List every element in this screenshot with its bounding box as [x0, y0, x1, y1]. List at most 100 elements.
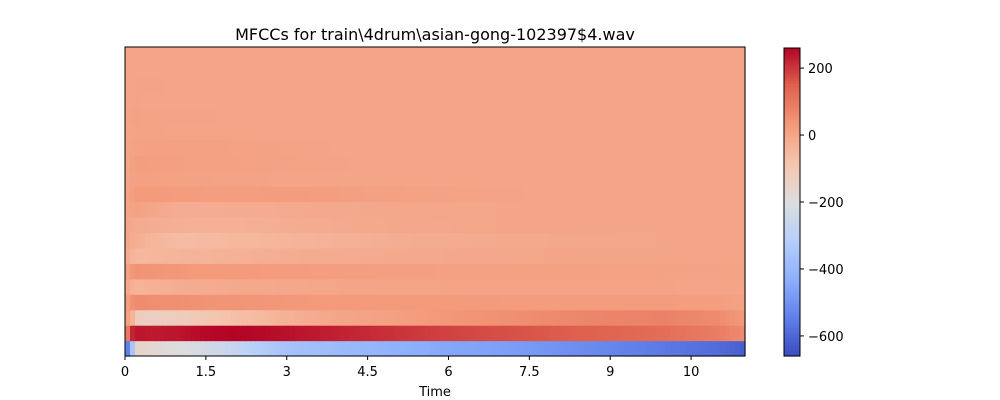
heatmap-cell	[340, 93, 346, 110]
heatmap-cell	[590, 216, 596, 233]
heatmap-cell	[455, 93, 461, 110]
heatmap-cell	[450, 340, 456, 357]
heatmap-cell	[265, 325, 271, 342]
heatmap-cell	[375, 186, 381, 203]
heatmap-cell	[535, 309, 541, 326]
heatmap-cell	[470, 170, 476, 187]
heatmap-cell	[140, 47, 146, 64]
heatmap-cell	[290, 201, 296, 218]
heatmap-cell	[340, 124, 346, 141]
heatmap-cell	[465, 139, 471, 156]
heatmap-cell	[335, 62, 341, 79]
heatmap-cell	[630, 47, 636, 64]
heatmap-cell	[470, 155, 476, 172]
colorbar-segment	[784, 219, 800, 224]
colorbar-segment	[784, 58, 800, 62]
heatmap-cell	[740, 139, 746, 156]
heatmap-cell	[130, 216, 136, 233]
heatmap-cell	[245, 278, 251, 295]
heatmap-cell	[415, 309, 421, 326]
heatmap-cell	[240, 278, 246, 295]
heatmap-cell	[210, 216, 216, 233]
heatmap-cell	[495, 309, 501, 326]
heatmap-cell	[635, 340, 641, 357]
heatmap-cell	[460, 247, 466, 264]
heatmap-cell	[615, 93, 621, 110]
heatmap-cell	[695, 124, 701, 141]
heatmap-cell	[410, 62, 416, 79]
heatmap-cell	[430, 294, 436, 311]
heatmap-cell	[220, 325, 226, 342]
heatmap-cell	[590, 124, 596, 141]
plot-frame	[124, 46, 746, 357]
heatmap-cell	[710, 62, 716, 79]
heatmap-cell	[590, 170, 596, 187]
colorbar-segment	[784, 309, 800, 313]
heatmap-cell	[640, 47, 646, 64]
heatmap-cell	[210, 93, 216, 110]
heatmap-cell	[400, 232, 406, 249]
colorbar-segment	[784, 101, 800, 106]
heatmap-cell	[570, 139, 576, 156]
heatmap-cell	[465, 77, 471, 94]
heatmap-cell	[165, 124, 171, 141]
heatmap-cell	[515, 170, 521, 187]
heatmap-cell	[170, 294, 176, 311]
heatmap-cell	[250, 325, 256, 342]
heatmap-cell	[185, 232, 191, 249]
heatmap-cell	[340, 294, 346, 311]
heatmap-cell	[430, 186, 436, 203]
heatmap-cell	[645, 216, 651, 233]
heatmap-cell	[585, 232, 591, 249]
heatmap-cell	[545, 309, 551, 326]
heatmap-cell	[205, 139, 211, 156]
heatmap-cell	[660, 47, 666, 64]
heatmap-cell	[510, 155, 516, 172]
heatmap-cell	[455, 186, 461, 203]
heatmap-cell	[305, 216, 311, 233]
heatmap-cell	[190, 201, 196, 218]
heatmap-cell	[285, 278, 291, 295]
heatmap-cell	[575, 294, 581, 311]
heatmap-cell	[635, 247, 641, 264]
heatmap-cell	[380, 47, 386, 64]
heatmap-cell	[200, 340, 206, 357]
heatmap-cell	[170, 247, 176, 264]
heatmap-cell	[370, 216, 376, 233]
colorbar-segment	[784, 178, 800, 183]
heatmap-cell	[275, 278, 281, 295]
heatmap-cell	[345, 263, 351, 280]
heatmap-cell	[525, 108, 531, 125]
heatmap-cell	[540, 93, 546, 110]
heatmap-cell	[290, 340, 296, 357]
colorbar-segment	[784, 99, 800, 103]
heatmap-cell	[725, 124, 731, 141]
heatmap-cell	[440, 294, 446, 311]
heatmap-cell	[385, 139, 391, 156]
heatmap-cell	[415, 108, 421, 125]
heatmap-cell	[345, 47, 351, 64]
heatmap-cell	[695, 170, 701, 187]
colorbar-segment	[784, 258, 800, 262]
heatmap-cell	[675, 62, 681, 79]
heatmap-cell	[460, 47, 466, 64]
heatmap-cell	[245, 155, 251, 172]
heatmap-cell	[480, 232, 486, 249]
heatmap-cell	[360, 62, 366, 79]
heatmap-cell	[325, 186, 331, 203]
heatmap-cell	[580, 47, 586, 64]
heatmap-cell	[305, 93, 311, 110]
heatmap-cell	[615, 294, 621, 311]
heatmap-cell	[385, 186, 391, 203]
heatmap-cell	[655, 325, 661, 342]
heatmap-cell	[255, 62, 261, 79]
heatmap-cell	[160, 232, 166, 249]
heatmap-cell	[505, 325, 511, 342]
heatmap-cell	[675, 201, 681, 218]
heatmap-cell	[510, 124, 516, 141]
heatmap-cell	[580, 139, 586, 156]
heatmap-cell	[145, 170, 151, 187]
heatmap-cell	[535, 186, 541, 203]
x-tick-label: 4.5	[357, 365, 378, 380]
heatmap-cell	[455, 216, 461, 233]
